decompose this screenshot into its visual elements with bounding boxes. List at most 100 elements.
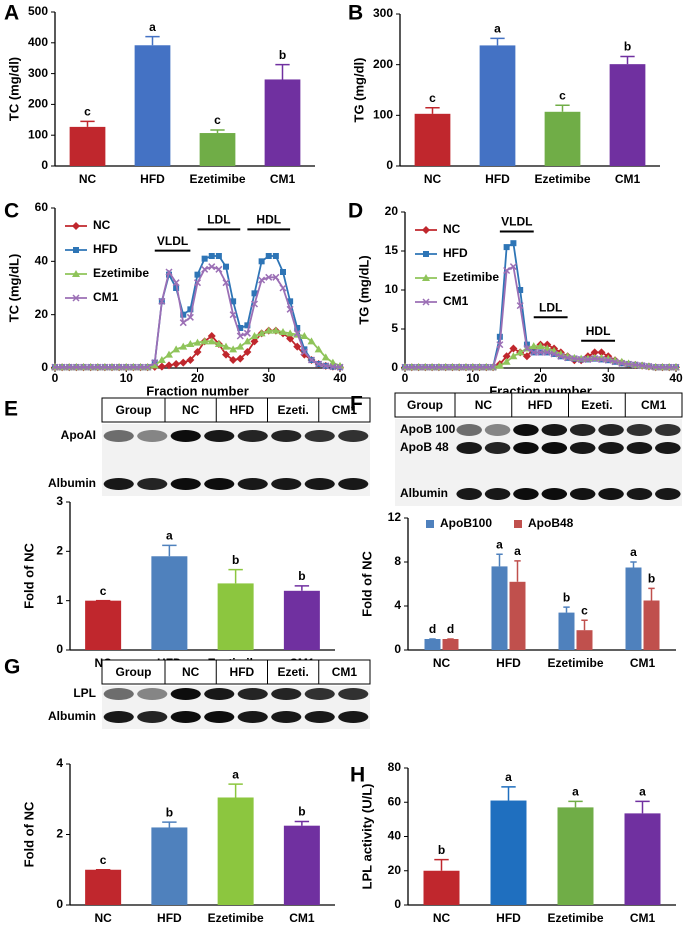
blot-band bbox=[204, 430, 235, 442]
marker bbox=[322, 362, 330, 370]
blot-header-label: NC bbox=[475, 398, 493, 412]
marker bbox=[236, 342, 245, 350]
significance-letter: b bbox=[279, 48, 286, 62]
bar bbox=[424, 639, 441, 650]
blot-row-label: Albumin bbox=[48, 476, 96, 490]
bar bbox=[283, 825, 320, 905]
y-axis-label: TC (mg/dl) bbox=[6, 57, 21, 121]
blot-band bbox=[304, 711, 335, 723]
blot-band bbox=[304, 478, 335, 490]
legend-swatch bbox=[514, 520, 522, 528]
x-tick-label: CM1 bbox=[630, 911, 656, 925]
marker bbox=[529, 342, 538, 350]
marker bbox=[150, 361, 159, 369]
error-bar bbox=[490, 37, 505, 46]
blot-band bbox=[484, 488, 511, 500]
bar bbox=[283, 590, 320, 650]
x-tick-label: 10 bbox=[466, 371, 480, 385]
marker bbox=[422, 298, 430, 306]
blot-band bbox=[170, 430, 201, 442]
marker bbox=[415, 363, 423, 371]
marker bbox=[329, 363, 337, 371]
blot-band bbox=[103, 711, 134, 723]
x-tick-label: Ezetimibe bbox=[547, 656, 603, 670]
marker bbox=[193, 338, 202, 346]
x-tick-label: 30 bbox=[262, 371, 276, 385]
marker bbox=[591, 355, 599, 363]
marker bbox=[455, 363, 463, 371]
marker bbox=[597, 348, 606, 357]
bar bbox=[217, 583, 254, 650]
marker bbox=[300, 332, 309, 339]
x-tick-label: 10 bbox=[120, 371, 134, 385]
marker bbox=[129, 363, 137, 371]
marker bbox=[79, 363, 88, 371]
blot-band bbox=[338, 711, 369, 723]
blot-header-label: CM1 bbox=[641, 398, 667, 412]
y-axis-label: TG (mg/dL) bbox=[356, 255, 371, 324]
error-bar bbox=[434, 858, 449, 871]
significance-letter: a bbox=[149, 20, 156, 34]
marker bbox=[279, 284, 287, 292]
bar bbox=[151, 827, 188, 905]
blot-band bbox=[626, 424, 653, 436]
blot-band bbox=[338, 688, 369, 700]
significance-letter: a bbox=[572, 785, 579, 799]
marker bbox=[314, 345, 323, 353]
marker bbox=[172, 360, 181, 368]
blot-row-label: Albumin bbox=[48, 709, 96, 723]
y-tick-label: 40 bbox=[388, 829, 402, 843]
bar bbox=[643, 600, 660, 650]
y-tick-label: 0 bbox=[391, 360, 398, 374]
blot-band bbox=[569, 488, 596, 500]
panel-letter: H bbox=[350, 764, 365, 787]
y-tick-label: 0 bbox=[386, 158, 393, 172]
blot-band bbox=[237, 688, 268, 700]
marker bbox=[179, 358, 188, 367]
marker bbox=[294, 325, 301, 331]
marker bbox=[550, 350, 558, 358]
marker bbox=[186, 340, 195, 347]
x-tick-label: 20 bbox=[534, 371, 548, 385]
marker bbox=[509, 344, 518, 353]
legend-label: CM1 bbox=[443, 294, 469, 308]
marker bbox=[187, 306, 194, 313]
y-tick-label: 4 bbox=[56, 756, 63, 770]
significance-letter: c bbox=[559, 88, 566, 102]
blot-band bbox=[237, 711, 268, 723]
x-tick-label: HFD bbox=[157, 911, 182, 925]
marker bbox=[462, 363, 470, 371]
blot-header-label: Group bbox=[116, 665, 152, 679]
x-tick-label: CM1 bbox=[615, 172, 641, 186]
bar bbox=[576, 630, 593, 650]
marker bbox=[448, 363, 456, 371]
y-tick-label: 0 bbox=[41, 360, 48, 374]
bar bbox=[423, 870, 460, 905]
marker bbox=[229, 356, 238, 364]
blot-row-label: ApoAI bbox=[61, 428, 96, 442]
marker bbox=[222, 342, 230, 350]
x-tick-label: HFD bbox=[140, 172, 165, 186]
marker bbox=[516, 348, 525, 356]
significance-letter: c bbox=[100, 584, 107, 598]
significance-letter: b bbox=[624, 40, 631, 54]
bar bbox=[442, 639, 459, 650]
panel-letter: F bbox=[350, 393, 363, 416]
blot-band bbox=[137, 688, 168, 700]
y-tick-label: 8 bbox=[394, 554, 401, 568]
marker bbox=[165, 361, 173, 370]
significance-letter: a bbox=[505, 770, 512, 784]
blot-header-label: CM1 bbox=[332, 665, 358, 679]
marker bbox=[87, 363, 95, 371]
blot-header-label: NC bbox=[182, 665, 200, 679]
marker bbox=[108, 363, 116, 371]
y-tick-label: 0 bbox=[41, 158, 48, 172]
marker bbox=[72, 222, 80, 230]
blot-band bbox=[204, 711, 235, 723]
legend-label: CM1 bbox=[93, 290, 119, 304]
marker bbox=[101, 363, 109, 371]
marker bbox=[469, 363, 477, 371]
legend-label: NC bbox=[443, 222, 461, 236]
marker bbox=[287, 298, 294, 305]
blot-band bbox=[456, 424, 482, 436]
